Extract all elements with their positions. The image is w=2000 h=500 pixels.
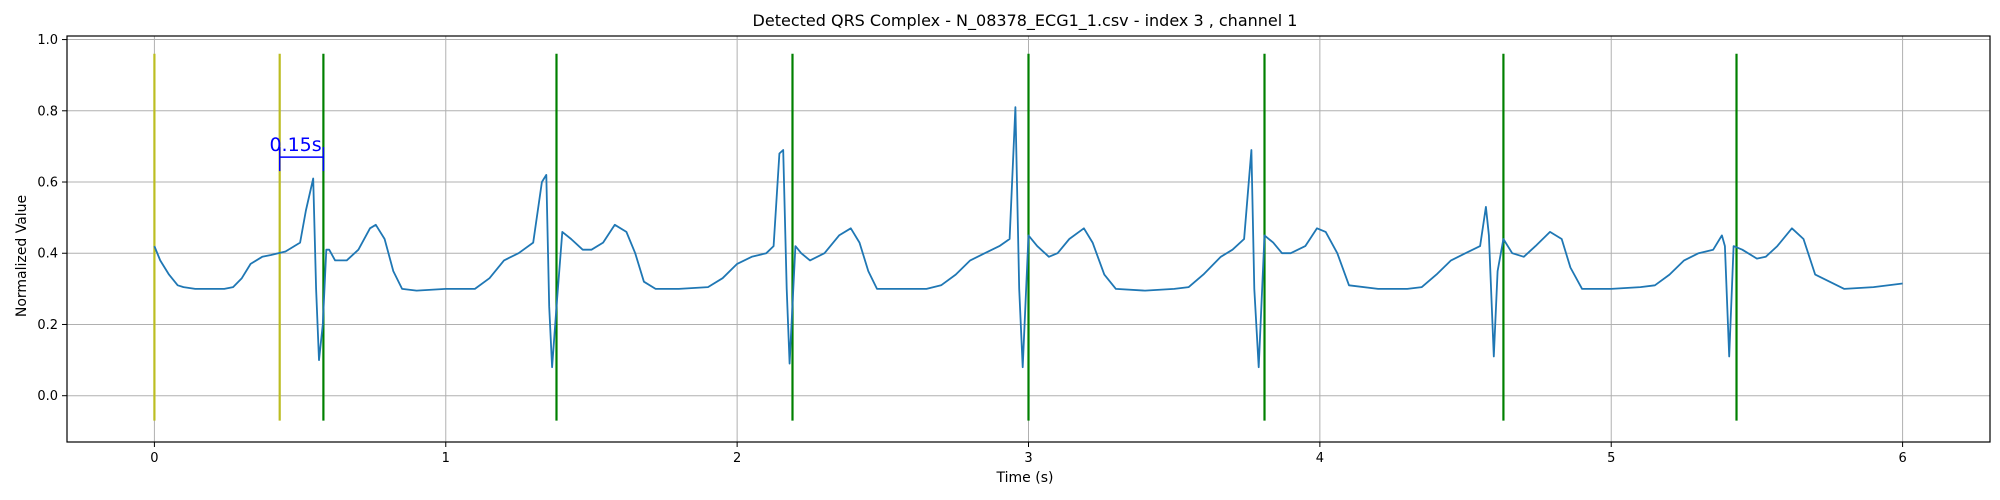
annotation-label: 0.15s bbox=[269, 134, 321, 156]
y-tick-label: 0.8 bbox=[37, 104, 58, 119]
x-tick-label: 4 bbox=[1316, 451, 1324, 466]
chart-title: Detected QRS Complex - N_08378_ECG1_1.cs… bbox=[753, 11, 1298, 31]
x-tick-label: 5 bbox=[1607, 451, 1615, 466]
x-tick-label: 1 bbox=[442, 451, 450, 466]
signal-series bbox=[153, 106, 1903, 369]
y-tick-label: 0.4 bbox=[37, 247, 58, 262]
x-tick-label: 0 bbox=[150, 451, 158, 466]
y-tick-label: 0.2 bbox=[37, 318, 58, 333]
x-tick-label: 2 bbox=[733, 451, 741, 466]
y-tick-label: 1.0 bbox=[37, 33, 58, 48]
x-tick-label: 6 bbox=[1898, 451, 1906, 466]
x-tick-label: 3 bbox=[1024, 451, 1032, 466]
y-tick-label: 0.6 bbox=[37, 176, 58, 191]
x-axis-label: Time (s) bbox=[996, 470, 1054, 486]
x-axis-ticks: 0 1 2 3 4 5 6 bbox=[150, 442, 1907, 466]
ecg-signal-line bbox=[153, 106, 1903, 369]
y-tick-label: 0.0 bbox=[37, 389, 58, 404]
interval-annotation: 0.15s bbox=[269, 134, 325, 172]
qrs-marker-lines bbox=[153, 53, 1738, 421]
y-axis-ticks: 0.0 0.2 0.4 0.6 0.8 1.0 bbox=[37, 33, 67, 404]
y-axis-label: Normalized Value bbox=[14, 195, 30, 317]
